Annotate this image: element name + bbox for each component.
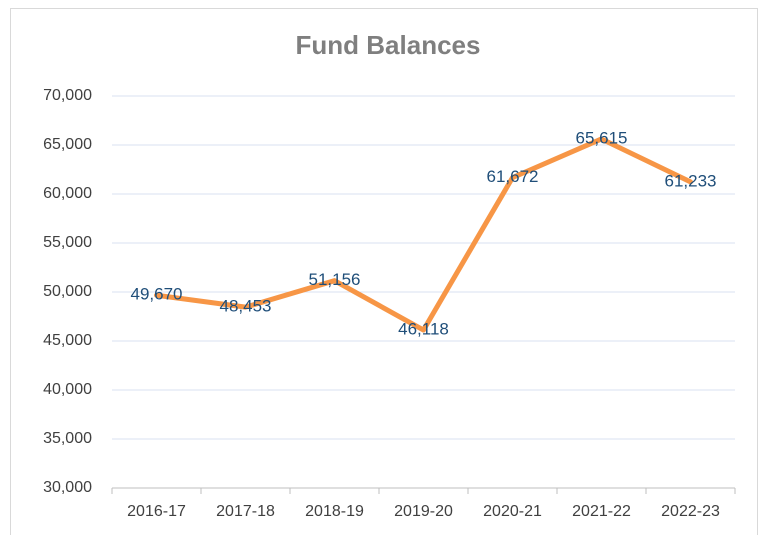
data-label: 61,233 [665,171,717,190]
x-tick-label: 2021-22 [572,503,631,520]
y-tick-label: 35,000 [43,430,92,447]
y-tick-label: 45,000 [43,332,92,349]
chart-title: Fund Balances [296,30,481,60]
x-tick-label: 2018-19 [305,503,364,520]
data-label: 46,118 [398,320,449,339]
x-tick-label: 2019-20 [394,503,453,520]
data-label: 48,453 [220,297,272,316]
x-tick-label: 2016-17 [127,503,186,520]
y-tick-label: 65,000 [43,136,92,153]
y-tick-label: 60,000 [43,185,92,202]
data-label: 65,615 [576,128,628,147]
x-tick-label: 2020-21 [483,503,542,520]
y-tick-label: 50,000 [43,283,92,300]
x-tick-label: 2022-23 [661,503,720,520]
y-tick-label: 55,000 [43,234,92,251]
y-tick-label: 30,000 [43,479,92,496]
data-line [154,136,693,333]
y-tick-label: 40,000 [43,381,92,398]
data-label: 51,156 [309,270,361,289]
y-tick-label: 70,000 [43,87,92,104]
x-tick-label: 2017-18 [216,503,275,520]
data-label: 49,670 [131,285,183,304]
data-label: 61,672 [487,167,539,186]
chart-frame [10,8,758,535]
